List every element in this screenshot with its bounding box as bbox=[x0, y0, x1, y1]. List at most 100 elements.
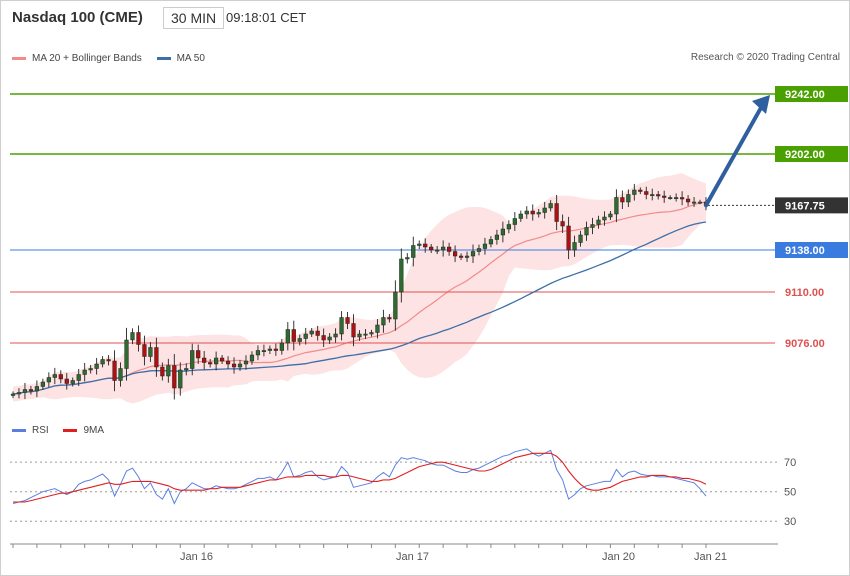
candle bbox=[668, 195, 673, 200]
candle-body bbox=[697, 201, 703, 204]
candle bbox=[52, 367, 57, 385]
candle bbox=[399, 248, 404, 303]
candle bbox=[393, 280, 398, 331]
candle-body bbox=[64, 378, 69, 384]
candle-body bbox=[500, 228, 505, 236]
candle-body bbox=[674, 197, 679, 199]
time-axis-label: Jan 16 bbox=[180, 551, 213, 563]
candle-body bbox=[691, 201, 697, 204]
candle bbox=[16, 388, 22, 399]
candle bbox=[375, 319, 380, 339]
candle bbox=[219, 355, 225, 364]
candle bbox=[578, 230, 583, 247]
candle bbox=[202, 351, 207, 370]
bollinger-legend-item: MA 20 + Bollinger Bands bbox=[12, 53, 142, 64]
candle bbox=[333, 328, 338, 343]
candle-body bbox=[530, 210, 535, 215]
candle-body bbox=[620, 197, 625, 203]
candle-body bbox=[357, 333, 362, 338]
candle bbox=[64, 372, 69, 390]
candle-body bbox=[608, 213, 613, 218]
candle-body bbox=[578, 234, 583, 243]
candle bbox=[363, 329, 368, 339]
candle-body bbox=[202, 357, 207, 363]
candle bbox=[267, 345, 272, 355]
candle bbox=[10, 391, 16, 399]
candle-body bbox=[136, 332, 141, 345]
candle bbox=[279, 338, 284, 355]
candle bbox=[452, 245, 458, 263]
projection-arrow-head bbox=[752, 95, 770, 114]
candle bbox=[196, 344, 201, 364]
candle bbox=[28, 385, 34, 395]
candle-body bbox=[650, 194, 655, 196]
candle-body bbox=[267, 348, 272, 351]
candle-body bbox=[148, 347, 153, 357]
candle bbox=[548, 200, 553, 212]
candle bbox=[411, 236, 416, 267]
candle bbox=[530, 204, 535, 221]
candle bbox=[638, 187, 643, 195]
candle-body bbox=[572, 242, 577, 251]
candle-body bbox=[321, 335, 326, 341]
candle bbox=[441, 240, 446, 257]
candle bbox=[674, 193, 679, 202]
bollinger-band-layer bbox=[12, 173, 707, 404]
candle-body bbox=[10, 393, 16, 396]
candle bbox=[184, 363, 189, 376]
candle-body bbox=[596, 219, 601, 225]
candle-body bbox=[309, 330, 314, 335]
candle bbox=[315, 325, 320, 341]
candle bbox=[464, 251, 470, 262]
candle bbox=[435, 245, 440, 255]
candle bbox=[208, 358, 213, 368]
candle-body bbox=[172, 365, 177, 389]
price-tag-text: 9138.00 bbox=[785, 245, 825, 257]
candle-body bbox=[285, 329, 290, 344]
candle bbox=[417, 240, 422, 250]
time-axis-label: Jan 20 bbox=[602, 551, 635, 563]
candle-body bbox=[166, 365, 171, 377]
candle bbox=[697, 199, 703, 205]
candle bbox=[142, 335, 147, 366]
candle bbox=[680, 191, 685, 206]
candle bbox=[327, 333, 332, 344]
price-tag-9076.00: 9076.00 bbox=[785, 338, 825, 350]
candle-body bbox=[214, 357, 219, 365]
candle-body bbox=[614, 197, 619, 215]
bollinger-band-fill bbox=[13, 173, 706, 404]
timeframe-selector[interactable]: 30 MIN bbox=[163, 7, 225, 29]
bollinger-swatch bbox=[12, 57, 26, 60]
price-tag-text: 9167.75 bbox=[785, 200, 825, 212]
candle-body bbox=[345, 317, 350, 324]
candle-body bbox=[405, 257, 410, 260]
candle-body bbox=[626, 194, 631, 203]
time-axis: Jan 16 Jan 17 Jan 20 Jan 21 bbox=[10, 543, 778, 563]
candle-body bbox=[106, 359, 111, 362]
candle-body bbox=[685, 198, 691, 203]
candle-body bbox=[381, 317, 386, 326]
ma50-line bbox=[12, 221, 707, 395]
candle-body bbox=[632, 189, 637, 195]
candle-body bbox=[118, 368, 123, 381]
candle-body bbox=[154, 347, 159, 368]
candle-body bbox=[124, 339, 129, 369]
candle bbox=[650, 188, 655, 201]
candle bbox=[130, 328, 135, 345]
candle-body bbox=[94, 363, 99, 369]
candle-body bbox=[16, 392, 22, 395]
candle bbox=[488, 236, 494, 248]
candle-body bbox=[297, 338, 302, 342]
moving-average-layer bbox=[12, 221, 707, 395]
candle bbox=[112, 350, 117, 392]
candle bbox=[321, 328, 326, 347]
candle-body bbox=[476, 248, 482, 252]
candle-body bbox=[638, 189, 643, 192]
candle-body bbox=[590, 224, 595, 228]
candle-body bbox=[560, 221, 565, 227]
candle bbox=[590, 217, 595, 235]
time-axis-label: Jan 17 bbox=[396, 551, 429, 563]
price-tag-box bbox=[775, 86, 848, 102]
price-tag-text: 9076.00 bbox=[785, 338, 825, 350]
